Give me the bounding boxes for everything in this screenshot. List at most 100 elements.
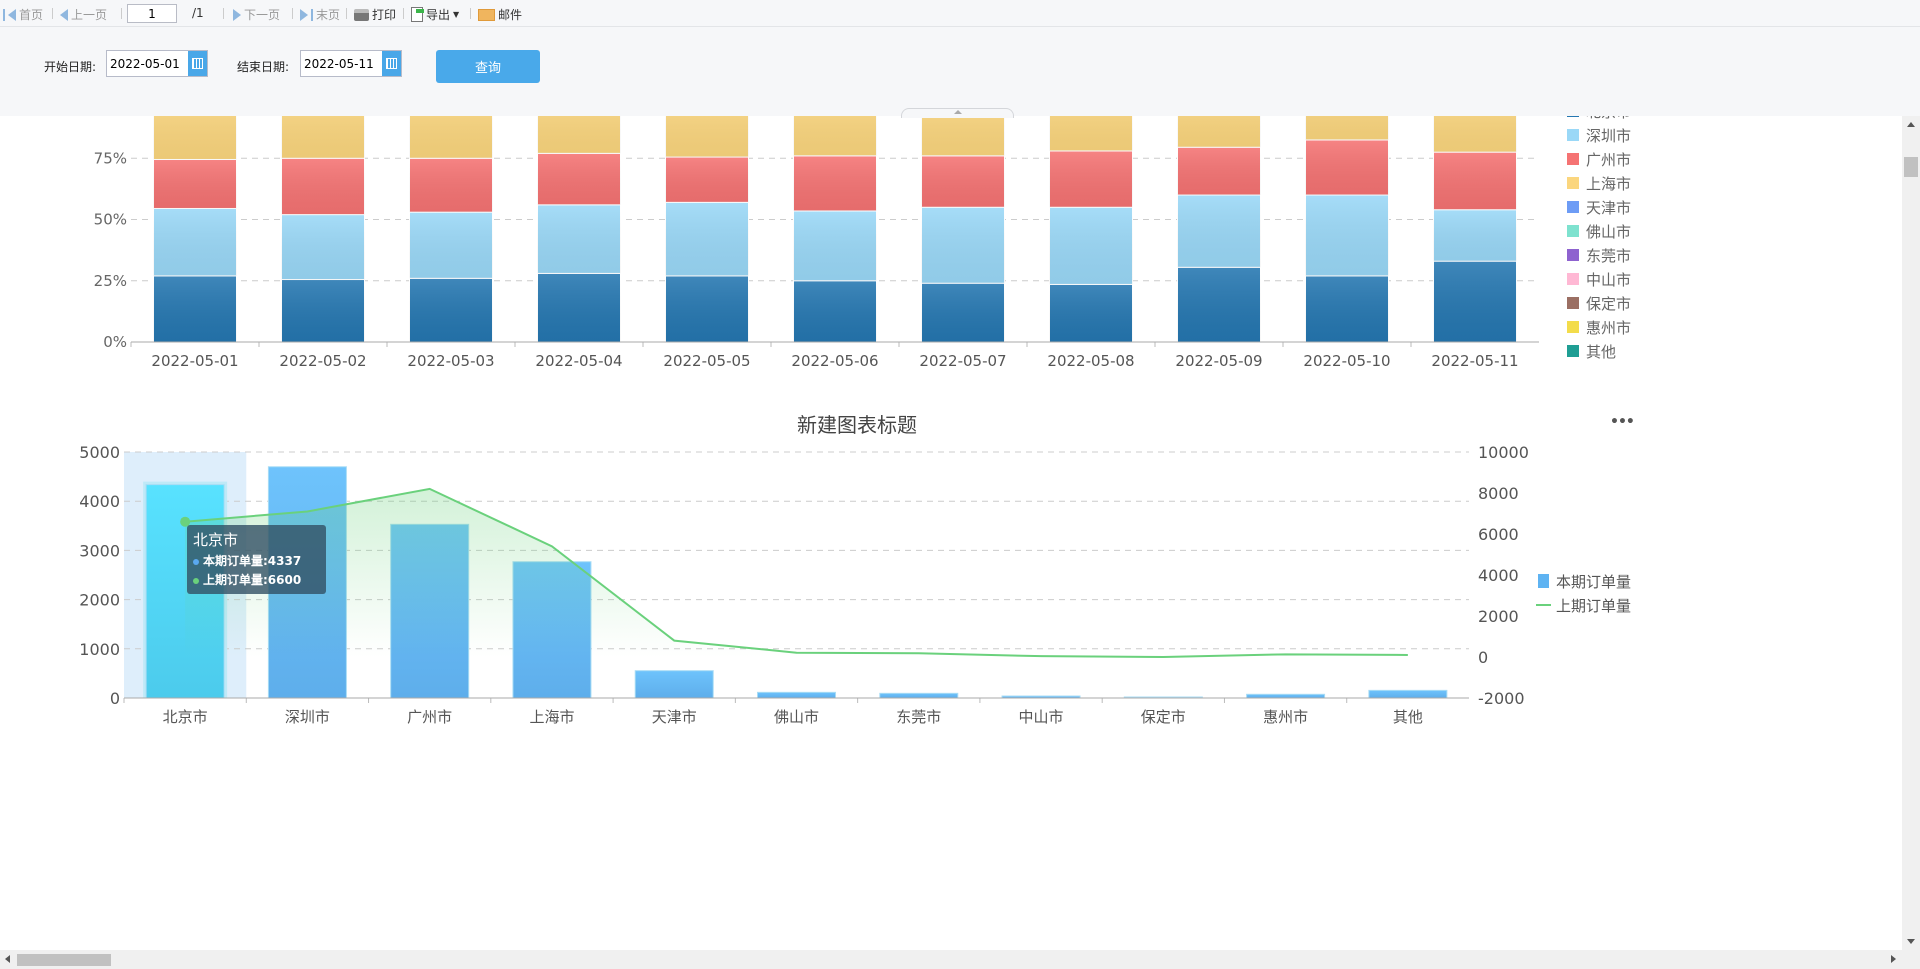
- prev-page-label: 上一页: [71, 8, 108, 22]
- y-tick-label: 5000: [79, 443, 120, 462]
- horizontal-scroll-thumb[interactable]: [17, 954, 111, 966]
- x-tick-label: 佛山市: [774, 708, 819, 726]
- next-page-button[interactable]: 下一页: [233, 6, 280, 23]
- divider: [52, 8, 53, 19]
- divider: [470, 8, 471, 19]
- first-page-button[interactable]: 首页: [3, 6, 43, 23]
- y-tick-label: 2000: [79, 591, 120, 610]
- legend-label: 上海市: [1586, 175, 1631, 193]
- divider: [121, 8, 122, 19]
- query-button[interactable]: 查询: [436, 50, 540, 83]
- line-series: [185, 487, 1408, 659]
- last-page-label: 末页: [316, 8, 341, 22]
- bar-segment-shade: [793, 210, 877, 281]
- collapse-header-handle[interactable]: [901, 108, 1014, 118]
- vertical-scroll-thumb[interactable]: [1904, 157, 1918, 177]
- bar-segment-shade: [537, 204, 621, 274]
- horizontal-scrollbar[interactable]: [0, 950, 1920, 969]
- x-tick-label: 2022-05-06: [791, 352, 878, 370]
- y2-tick-label: 10000: [1478, 443, 1529, 462]
- first-page-icon: [8, 8, 16, 21]
- legend-swatch: [1567, 249, 1579, 261]
- start-date-label: 开始日期:: [44, 60, 97, 74]
- legend-label: 佛山市: [1586, 223, 1631, 241]
- legend-swatch: [1567, 153, 1579, 165]
- tooltip-row: 上期订单量:6600: [193, 571, 320, 590]
- tooltip-previous: 上期订单量:6600: [203, 573, 302, 587]
- end-date-input[interactable]: [301, 51, 382, 76]
- series-dot-icon: [193, 577, 199, 584]
- x-tick-label: 深圳市: [285, 708, 330, 726]
- prev-page-button[interactable]: 上一页: [60, 6, 107, 23]
- print-label: 打印: [372, 8, 397, 22]
- stacked-percent-chart: 0% 25% 50% 75% 2022-05-01 2022-05-02 2022-05-0…: [94, 96, 1631, 370]
- y-tick-label: 1000: [79, 640, 120, 659]
- divider: [403, 8, 404, 19]
- calendar-icon[interactable]: [188, 51, 207, 76]
- bar-segment-shade: [1049, 150, 1133, 208]
- last-page-button[interactable]: 末页: [300, 6, 340, 23]
- end-date-picker: [300, 50, 402, 77]
- report-header: 首页 上一页 /1 下一页 末页 打印 导出▼ 邮件 开始日期: 结束日期: 查…: [0, 0, 1920, 116]
- y2-tick-label: 2000: [1478, 607, 1519, 626]
- bar: [1246, 693, 1326, 699]
- legend-swatch: [1567, 225, 1579, 237]
- bar-segment-shade: [793, 155, 877, 211]
- export-button[interactable]: 导出 ▼: [411, 6, 459, 23]
- vertical-scrollbar[interactable]: [1902, 116, 1920, 950]
- bar-segment-shade: [1177, 147, 1261, 195]
- calendar-icon[interactable]: [382, 51, 401, 76]
- legend-label: 其他: [1586, 343, 1616, 361]
- series-dot-icon: [193, 558, 199, 565]
- print-button[interactable]: 打印: [354, 6, 396, 23]
- bar-segment-shade: [153, 159, 237, 209]
- scroll-right-icon[interactable]: [1891, 955, 1896, 963]
- bar: [634, 670, 714, 699]
- x-tick-label: 2022-05-02: [279, 352, 366, 370]
- bar-segment-shade: [409, 212, 493, 279]
- chart-more-button[interactable]: •••: [1610, 414, 1635, 430]
- mail-icon: [478, 8, 495, 21]
- x-tick-label: 惠州市: [1263, 708, 1308, 726]
- mail-button[interactable]: 邮件: [478, 6, 522, 23]
- bar-segment-shade: [281, 279, 365, 342]
- tooltip-current: 本期订单量:4337: [203, 554, 302, 568]
- bar-segment-shade: [537, 153, 621, 205]
- y2-tick-label: -2000: [1478, 689, 1525, 708]
- bar-segment-shade: [921, 283, 1005, 342]
- bar-segment-shade: [153, 208, 237, 276]
- next-page-icon: [233, 8, 241, 21]
- tooltip-title: 北京市: [193, 531, 239, 549]
- x-tick-label: 保定市: [1141, 708, 1186, 726]
- x-tick-label: 北京市: [163, 708, 208, 726]
- bar-segment-shade: [409, 158, 493, 213]
- x-tick-label: 天津市: [652, 708, 697, 726]
- bar-segment-shade: [1177, 267, 1261, 342]
- y-tick-label: 0%: [103, 333, 127, 351]
- first-page-label: 首页: [19, 8, 44, 22]
- bar: [879, 692, 959, 699]
- legend-label: 深圳市: [1586, 127, 1631, 145]
- divider: [292, 8, 293, 19]
- bar: [1368, 689, 1448, 699]
- prev-page-icon: [60, 8, 68, 21]
- toolbar: 首页 上一页 /1 下一页 末页 打印 导出▼ 邮件: [0, 0, 1920, 27]
- bar-segment-shade: [409, 278, 493, 342]
- x-tick-label: 广州市: [407, 708, 452, 726]
- page-number-input[interactable]: [127, 4, 177, 23]
- scroll-left-icon[interactable]: [5, 955, 10, 963]
- line-area: [185, 488, 1408, 657]
- scroll-down-icon[interactable]: [1907, 939, 1915, 944]
- x-tick-label: 中山市: [1019, 708, 1064, 726]
- x-tick-label: 2022-05-03: [407, 352, 494, 370]
- start-date-input[interactable]: [107, 51, 188, 76]
- legend-label: 中山市: [1586, 271, 1631, 289]
- bar: [757, 691, 836, 699]
- bar-segment-shade: [665, 275, 749, 342]
- y2-tick-label: 0: [1478, 648, 1488, 667]
- bar-segment-shade: [281, 214, 365, 280]
- scroll-up-icon[interactable]: [1907, 122, 1915, 127]
- legend-swatch: [1567, 201, 1579, 213]
- y2-tick-label: 8000: [1478, 484, 1519, 503]
- line-point: [180, 516, 191, 527]
